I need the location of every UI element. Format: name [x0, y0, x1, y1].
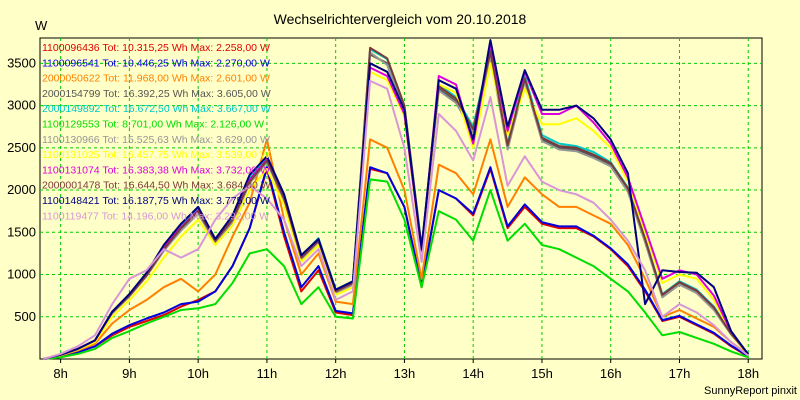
x-tick-label: 13h	[394, 366, 416, 381]
series-line-11	[43, 79, 749, 360]
x-tick-label: 11h	[257, 366, 278, 381]
footer-credit: SunnyReport pinxit	[704, 385, 797, 397]
y-tick-label: 2000	[7, 182, 36, 197]
y-tick-label: 1000	[7, 267, 36, 282]
series-line-1	[43, 166, 749, 360]
legend-entry: 2000149892 Tot: 16.672,50 Wh Max: 3.667,…	[42, 103, 271, 115]
legend: 1100096436 Tot: 10.315,25 Wh Max: 2.258,…	[42, 42, 271, 222]
legend-entry: 1100131074 Tot: 16.383,38 Wh Max: 3.732,…	[42, 164, 270, 176]
legend-entry: 2000154799 Tot: 16.392,25 Wh Max: 3.605,…	[42, 88, 271, 100]
legend-entry: 1100096541 Tot: 10.446,25 Wh Max: 2.270,…	[42, 57, 270, 69]
series-line-2	[43, 138, 749, 360]
series-lines	[43, 39, 750, 360]
series-line-5	[43, 178, 749, 360]
x-tick-label: 17h	[669, 366, 691, 381]
x-tick-label: 12h	[325, 366, 347, 381]
y-tick-label: 1500	[7, 224, 36, 239]
legend-entry: 1100096436 Tot: 10.315,25 Wh Max: 2.258,…	[42, 42, 270, 54]
x-axis: 8h 9h 10h 11h 12h 13h 14h 15h 16h 17h 18h	[53, 359, 759, 381]
legend-entry: 1100129553 Tot: 8.701,00 Wh Max: 2.126,0…	[42, 119, 264, 131]
y-tick-label: 3000	[7, 98, 36, 113]
legend-entry: 1100119477 Tot: 14.196,00 Wh Max: 3.292,…	[42, 210, 269, 222]
y-axis: 500 1000 1500 2000 2500 3000 3500	[7, 55, 36, 323]
legend-entry: 2000050622 Tot: 11.968,00 Wh Max: 2.601,…	[42, 73, 270, 85]
y-tick-label: 3500	[7, 55, 36, 70]
legend-entry: 2000001478 Tot: 16.644,50 Wh Max: 3.684,…	[42, 180, 271, 192]
series-line-10	[43, 39, 750, 360]
y-tick-label: 500	[14, 309, 36, 324]
legend-entry: 1100148421 Tot: 16.187,75 Wh Max: 3.775,…	[42, 195, 270, 207]
x-tick-label: 18h	[737, 366, 759, 381]
x-tick-label: 16h	[600, 366, 622, 381]
y-tick-label: 2500	[7, 140, 36, 155]
x-tick-label: 8h	[53, 366, 67, 381]
x-tick-label: 10h	[187, 366, 209, 381]
legend-entry: 1100131025 Tot: 16.457,75 Wh Max: 3.539,…	[42, 149, 270, 161]
x-tick-label: 15h	[531, 366, 553, 381]
x-tick-label: 9h	[122, 366, 136, 381]
y-axis-unit: W	[35, 18, 48, 33]
chart-title: Wechselrichtervergleich vom 20.10.2018	[274, 11, 527, 27]
x-tick-label: 14h	[462, 366, 484, 381]
legend-entry: 1100130966 Tot: 15.525,63 Wh Max: 3.629,…	[42, 134, 270, 146]
